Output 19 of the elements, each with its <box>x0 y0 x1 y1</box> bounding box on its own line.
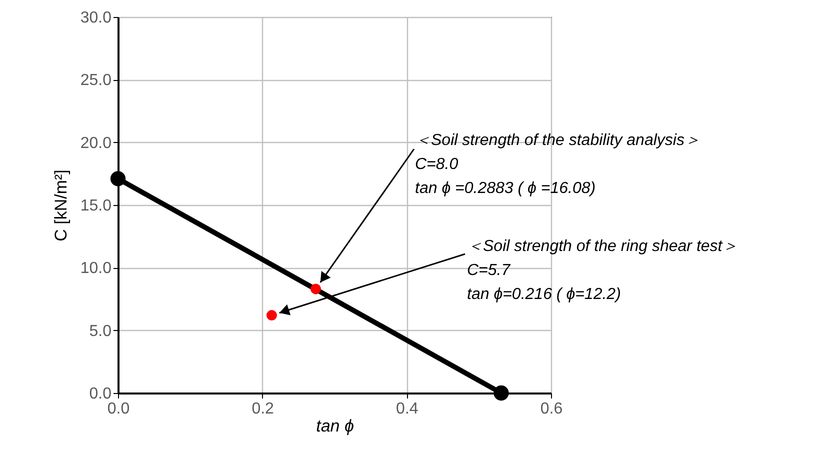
annotation: ＜Soil strength of the stability analysis＞ C=8.0 tan ϕ =0.2883 ( ϕ =16.08) <box>415 132 700 197</box>
y-tick-label: 25.0 <box>80 72 112 90</box>
y-tick-label: 20.0 <box>80 134 112 152</box>
point <box>266 310 277 321</box>
y-axis-title: C [kN/m²] <box>51 170 70 242</box>
y-tick-label: 0.0 <box>89 386 112 402</box>
point <box>310 284 321 294</box>
y-tick-label: 10.0 <box>80 260 112 278</box>
x-tick-label: 0.2 <box>252 400 274 418</box>
x-tick-label: 0.4 <box>396 400 418 418</box>
point <box>110 171 126 186</box>
y-tick-label: 5.0 <box>89 322 112 340</box>
annotation: ＜Soil strength of the ring shear test＞ C=5.7 tan ϕ=0.216 ( ϕ=12.2) <box>467 238 738 303</box>
y-tick-label: 15.0 <box>80 198 112 214</box>
x-axis-title: tan ϕ <box>316 416 354 436</box>
y-tick-label: 30.0 <box>80 10 112 26</box>
point <box>494 385 509 401</box>
x-tick-label: 0.0 <box>107 400 130 418</box>
x-tick-label: 0.6 <box>540 400 563 418</box>
